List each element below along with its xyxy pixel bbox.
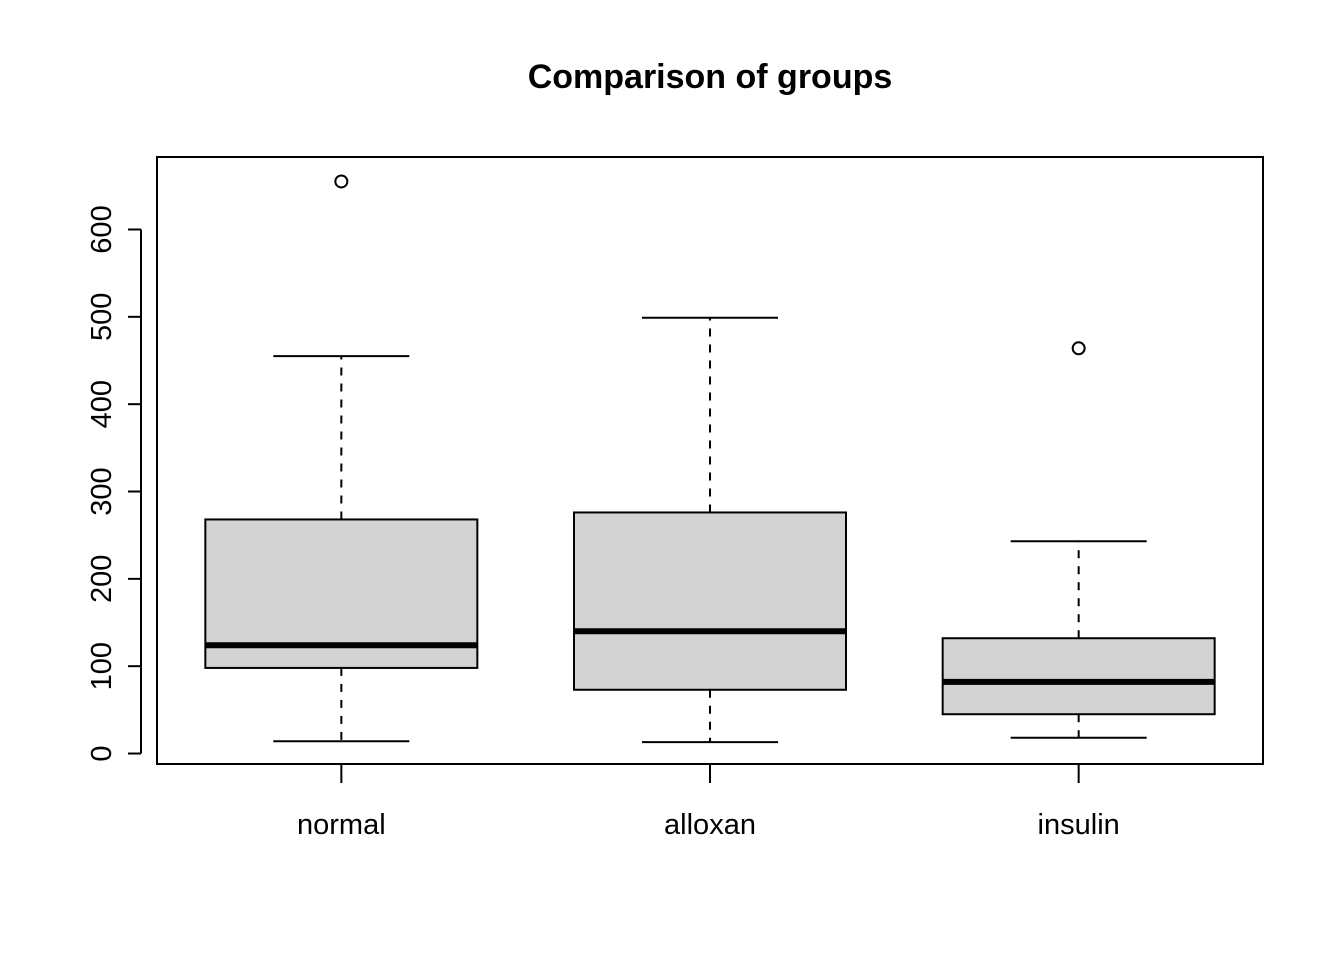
iqr-box <box>941 637 1216 716</box>
chart-title: Comparison of groups <box>527 58 893 96</box>
x-tick-label: insulin <box>1038 809 1120 841</box>
boxes-group <box>204 174 1216 744</box>
y-axis: 0 100 200 300 400 500 600 <box>86 205 142 762</box>
outlier-point <box>1071 341 1086 356</box>
y-tick-label: 200 <box>86 555 118 603</box>
iqr-box <box>573 511 847 691</box>
y-tick-label: 0 <box>86 745 118 761</box>
outlier-point <box>334 174 349 189</box>
box-insulin <box>941 341 1216 739</box>
y-tick-label: 100 <box>86 642 118 690</box>
box-normal <box>204 174 479 743</box>
x-axis: normal alloxan insulin <box>297 764 1120 841</box>
y-tick-label: 500 <box>86 293 118 341</box>
y-tick-label: 300 <box>86 467 118 515</box>
y-tick-label: 400 <box>86 380 118 428</box>
x-tick-label: alloxan <box>664 809 756 841</box>
box-alloxan <box>573 316 847 744</box>
x-tick-label: normal <box>297 809 386 841</box>
y-tick-label: 600 <box>86 205 118 253</box>
